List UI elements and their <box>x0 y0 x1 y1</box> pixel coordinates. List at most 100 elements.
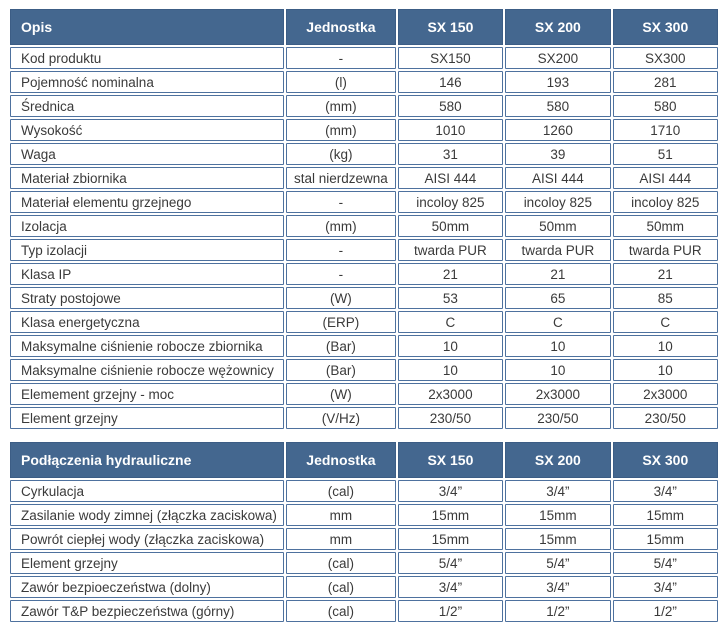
table-row: Wysokość (mm) 1010 1260 1710 <box>10 119 718 141</box>
row-label-cell: Materiał zbiornika <box>10 167 285 189</box>
value-cell: incoloy 825 <box>612 191 718 213</box>
row-label-cell: Materiał elementu grzejnego <box>10 191 285 213</box>
value-cell: AISI 444 <box>505 167 611 189</box>
value-cell: - <box>286 47 396 69</box>
value-cell: 230/50 <box>505 407 611 429</box>
table-row: Cyrkulacja (cal) 3/4” 3/4” 3/4” <box>10 480 718 502</box>
header-row: Opis Jednostka SX 150 SX 200 SX 300 <box>10 9 718 45</box>
value-cell: twarda PUR <box>397 239 504 261</box>
value-cell: 2x3000 <box>505 383 611 405</box>
value-cell: 580 <box>397 95 504 117</box>
value-cell: 50mm <box>505 215 611 237</box>
value-cell: 3/4” <box>505 480 611 502</box>
value-cell: 2x3000 <box>397 383 504 405</box>
table-row: Średnica (mm) 580 580 580 <box>10 95 718 117</box>
value-cell: stal nierdzewna <box>286 167 396 189</box>
value-cell: (Bar) <box>286 359 396 381</box>
value-cell: 1010 <box>397 119 504 141</box>
specifications-table-header: Opis Jednostka SX 150 SX 200 SX 300 <box>10 9 718 45</box>
value-cell: 21 <box>397 263 504 285</box>
hydraulic-connections-table: Podłączenia hydrauliczne Jednostka SX 150 S… <box>8 440 720 624</box>
row-label-column-header: Podłączenia hydrauliczne <box>10 442 285 478</box>
value-cell: 21 <box>505 263 611 285</box>
value-cell: 1/2” <box>612 600 718 622</box>
table-row: Powrót ciepłej wody (złączka zaciskowa) m… <box>10 528 718 550</box>
row-label-cell: Element grzejny <box>10 552 285 574</box>
value-cell: C <box>397 311 504 333</box>
row-label-cell: Średnica <box>10 95 285 117</box>
row-label-cell: Zawór T&P bezpieczeństwa (górny) <box>10 600 285 622</box>
value-cell: - <box>286 191 396 213</box>
value-cell: 10 <box>612 335 718 357</box>
table-row: Element grzejny (V/Hz) 230/50 230/50 230/50 <box>10 407 718 429</box>
value-cell: incoloy 825 <box>397 191 504 213</box>
value-cell: 39 <box>505 143 611 165</box>
specifications-table: Opis Jednostka SX 150 SX 200 SX 300 Kod prod… <box>8 7 720 431</box>
row-label-cell: Waga <box>10 143 285 165</box>
value-cell: 230/50 <box>397 407 504 429</box>
table-row: Klasa IP -21 21 21 <box>10 263 718 285</box>
table-row: Zawór bezpioeczeństwa (dolny) (cal) 3/4” 3/… <box>10 576 718 598</box>
row-label-column-header: Opis <box>10 9 285 45</box>
specifications-table-body: Kod produktu - SX150 SX200 SX300 Pojemność no… <box>10 47 718 429</box>
value-cell: 21 <box>612 263 718 285</box>
value-cell: 15mm <box>397 528 504 550</box>
row-label-cell: Typ izolacji <box>10 239 285 261</box>
value-cell: (ERP) <box>286 311 396 333</box>
value-cell: AISI 444 <box>612 167 718 189</box>
value-cell: 53 <box>397 287 504 309</box>
value-cell: 85 <box>612 287 718 309</box>
value-cell: 230/50 <box>612 407 718 429</box>
value-cell: 580 <box>505 95 611 117</box>
value-cell: 1260 <box>505 119 611 141</box>
value-cell: 10 <box>397 359 504 381</box>
value-cell: 1/2” <box>505 600 611 622</box>
row-label-cell: Klasa energetyczna <box>10 311 285 333</box>
table-row: Zasilanie wody zimnej (złączka zaciskowa… <box>10 504 718 526</box>
column-header: Jednostka <box>286 9 396 45</box>
value-cell: - <box>286 239 396 261</box>
value-cell: mm <box>286 504 396 526</box>
value-cell: C <box>505 311 611 333</box>
value-cell: 50mm <box>612 215 718 237</box>
value-cell: 50mm <box>397 215 504 237</box>
value-cell: 3/4” <box>397 480 504 502</box>
row-label-cell: Elemement grzejny - moc <box>10 383 285 405</box>
value-cell: (kg) <box>286 143 396 165</box>
row-label-cell: Maksymalne ciśnienie robocze zbiornika <box>10 335 285 357</box>
column-header: SX 200 <box>505 9 611 45</box>
value-cell: 2x3000 <box>612 383 718 405</box>
value-cell: twarda PUR <box>612 239 718 261</box>
value-cell: incoloy 825 <box>505 191 611 213</box>
row-label-cell: Straty postojowe <box>10 287 285 309</box>
table-row: Maksymalne ciśnienie robocze zbiornika (B… <box>10 335 718 357</box>
value-cell: (mm) <box>286 119 396 141</box>
column-header: SX 300 <box>612 442 718 478</box>
value-cell: (mm) <box>286 95 396 117</box>
hydraulic-connections-table-body: Cyrkulacja (cal) 3/4” 3/4” 3/4” Zasilanie wod… <box>10 480 718 622</box>
value-cell: 15mm <box>505 528 611 550</box>
row-label-cell: Maksymalne ciśnienie robocze wężownicy <box>10 359 285 381</box>
table-row: Waga (kg) 31 39 51 <box>10 143 718 165</box>
value-cell: 580 <box>612 95 718 117</box>
value-cell: 3/4” <box>612 576 718 598</box>
value-cell: (l) <box>286 71 396 93</box>
value-cell: (V/Hz) <box>286 407 396 429</box>
value-cell: C <box>612 311 718 333</box>
table-row: Typ izolacji - twarda PUR twarda PUR twarda … <box>10 239 718 261</box>
row-label-cell: Klasa IP <box>10 263 285 285</box>
value-cell: SX150 <box>397 47 504 69</box>
row-label-cell: Zawór bezpioeczeństwa (dolny) <box>10 576 285 598</box>
row-label-cell: Kod produktu <box>10 47 285 69</box>
value-cell: 10 <box>612 359 718 381</box>
value-cell: (Bar) <box>286 335 396 357</box>
value-cell: 15mm <box>612 528 718 550</box>
value-cell: 3/4” <box>397 576 504 598</box>
value-cell: twarda PUR <box>505 239 611 261</box>
value-cell: 10 <box>505 359 611 381</box>
value-cell: 65 <box>505 287 611 309</box>
value-cell: (cal) <box>286 480 396 502</box>
column-header: SX 200 <box>505 442 611 478</box>
value-cell: 31 <box>397 143 504 165</box>
value-cell: 51 <box>612 143 718 165</box>
